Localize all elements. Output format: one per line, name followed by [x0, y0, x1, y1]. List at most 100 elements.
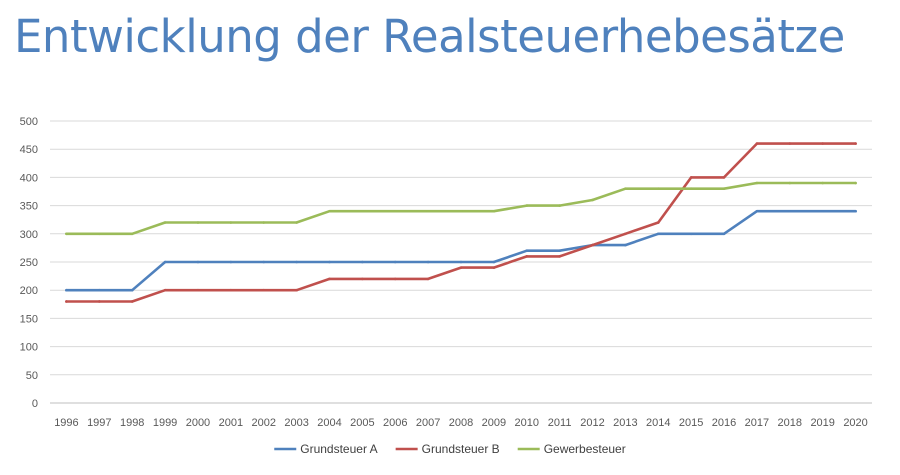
chart-title: Entwicklung der Realsteuerhebesätze	[14, 10, 845, 63]
y-tick-label: 350	[20, 201, 38, 213]
x-tick-label: 2000	[186, 417, 210, 429]
data-point	[492, 209, 496, 213]
y-tick-label: 150	[20, 313, 38, 325]
data-point	[788, 142, 792, 145]
x-tick-label: 2006	[383, 417, 407, 429]
x-tick-label: 2014	[646, 417, 670, 429]
data-point	[492, 260, 496, 264]
legend-label-3: Gewerbesteuer	[544, 442, 626, 456]
data-point	[98, 300, 101, 303]
data-point	[459, 209, 463, 213]
data-point	[163, 260, 167, 264]
data-point	[262, 260, 266, 264]
data-point	[591, 198, 594, 202]
x-tick-label: 2001	[219, 417, 243, 429]
data-point	[426, 260, 430, 264]
data-point	[328, 277, 331, 281]
data-point	[393, 209, 397, 213]
data-point	[722, 187, 726, 190]
y-tick-label: 50	[26, 370, 38, 382]
data-point	[393, 277, 397, 281]
data-point	[722, 232, 726, 236]
data-point	[525, 204, 529, 207]
data-point	[393, 260, 397, 264]
data-point	[624, 232, 627, 236]
data-point	[426, 209, 430, 213]
y-tick-label: 500	[20, 116, 38, 128]
data-point	[689, 232, 693, 236]
data-point	[65, 288, 68, 292]
data-point	[755, 142, 759, 145]
x-tick-label: 2016	[712, 417, 736, 429]
data-point	[163, 221, 167, 224]
x-tick-label: 2008	[449, 417, 473, 429]
data-point	[361, 277, 364, 281]
data-point	[722, 176, 726, 179]
x-tick-label: 2003	[284, 417, 308, 429]
y-tick-label: 450	[20, 144, 38, 156]
x-tick-label: 2002	[251, 417, 275, 429]
data-point	[130, 300, 134, 303]
data-point	[854, 181, 857, 185]
y-tick-label: 400	[20, 172, 38, 184]
x-tick-label: 2005	[350, 417, 374, 429]
data-point	[525, 249, 529, 253]
x-tick-label: 2010	[515, 417, 539, 429]
data-point	[130, 232, 134, 236]
x-tick-label: 1996	[54, 417, 78, 429]
data-point	[328, 260, 331, 264]
data-point	[229, 288, 233, 292]
data-point	[229, 221, 233, 224]
data-point	[295, 221, 298, 224]
data-point	[130, 288, 134, 292]
data-point	[295, 288, 298, 292]
data-point	[821, 181, 824, 185]
x-tick-label: 1998	[120, 417, 144, 429]
data-point	[788, 181, 792, 185]
data-point	[492, 266, 496, 269]
data-point	[656, 187, 660, 190]
data-point	[558, 255, 561, 258]
y-tick-label: 0	[32, 398, 38, 410]
data-point	[689, 187, 693, 190]
data-point	[558, 249, 561, 253]
data-point	[591, 243, 594, 247]
data-point	[65, 300, 68, 303]
data-point	[361, 209, 364, 213]
x-tick-label: 1999	[153, 417, 177, 429]
data-point	[262, 288, 266, 292]
data-point	[558, 204, 561, 207]
data-point	[459, 266, 463, 269]
data-point	[755, 209, 759, 213]
data-point	[854, 209, 857, 213]
x-tick-label: 2011	[548, 417, 572, 429]
data-point	[196, 260, 200, 264]
data-point	[361, 260, 364, 264]
data-point	[624, 243, 627, 247]
x-tick-label: 2020	[843, 417, 867, 429]
x-tick-label: 2012	[580, 417, 604, 429]
x-tick-label: 2009	[482, 417, 506, 429]
data-point	[656, 232, 660, 236]
y-tick-label: 100	[20, 342, 38, 354]
data-point	[229, 260, 233, 264]
data-point	[788, 209, 792, 213]
x-tick-label: 2017	[745, 417, 769, 429]
y-tick-label: 300	[20, 229, 38, 241]
data-point	[196, 288, 200, 292]
data-point	[656, 221, 660, 224]
data-point	[426, 277, 430, 281]
data-point	[459, 260, 463, 264]
x-tick-label: 2007	[416, 417, 440, 429]
data-point	[262, 221, 266, 224]
data-point	[196, 221, 200, 224]
legend-label-1: Grundsteuer A	[300, 442, 377, 456]
y-tick-label: 250	[20, 257, 38, 269]
data-point	[755, 181, 759, 185]
data-point	[525, 255, 529, 258]
data-point	[163, 288, 167, 292]
data-point	[98, 232, 101, 236]
x-tick-label: 2018	[778, 417, 802, 429]
data-point	[821, 209, 824, 213]
